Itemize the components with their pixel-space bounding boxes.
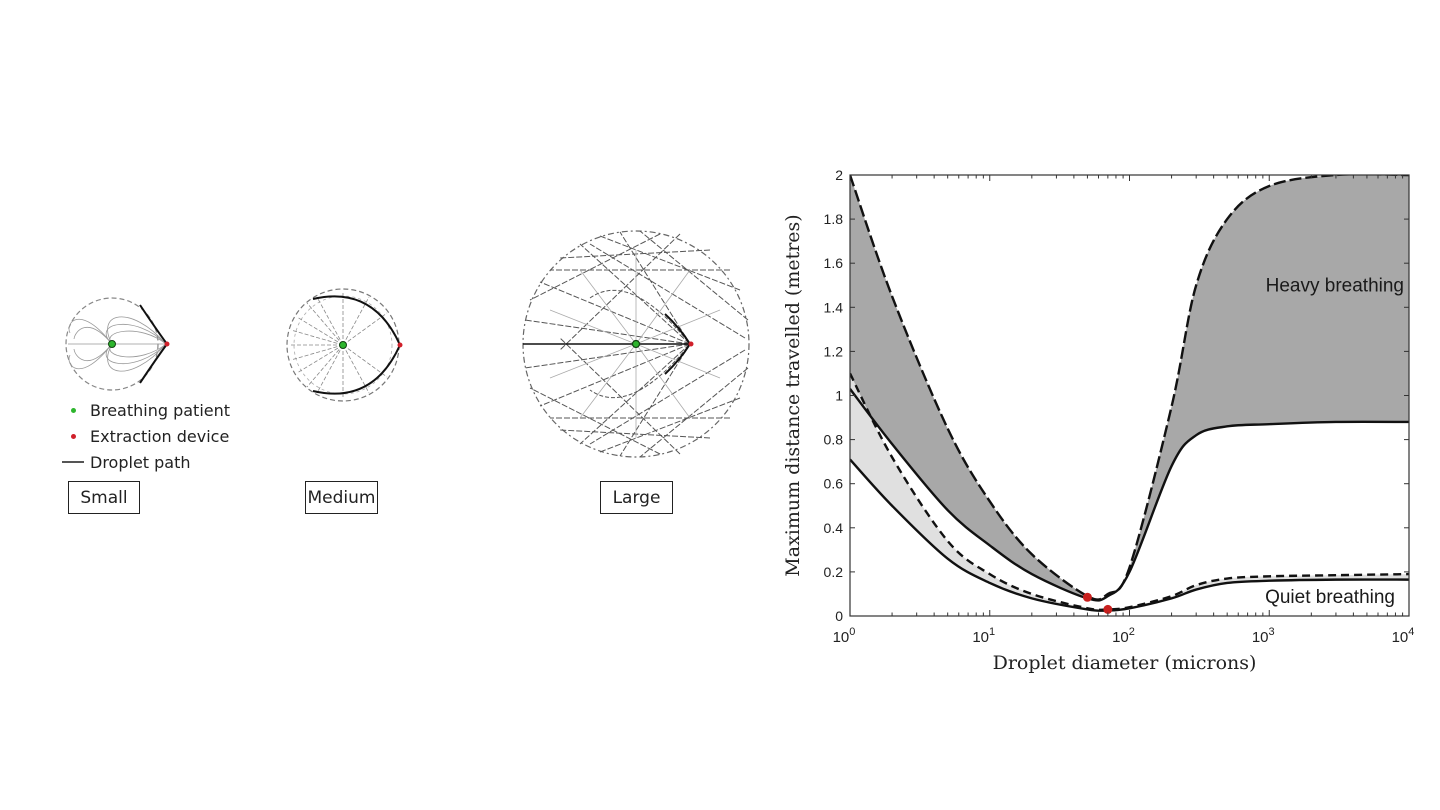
heavy-breathing-annotation: Heavy breathing bbox=[1266, 276, 1404, 297]
legend-label: Droplet path bbox=[90, 452, 191, 472]
legend-item-extraction-device: Extraction device bbox=[56, 423, 230, 449]
medium-room-label: Medium bbox=[305, 481, 378, 514]
y-tick-label: 0.4 bbox=[824, 520, 844, 536]
chart-plot-area: 0 0.2 0.4 0.6 0.8 1 1.2 1.4 1.6 1.8 2 100 101 102 103 1… bbox=[782, 167, 1415, 674]
y-tick-label: 0.6 bbox=[824, 476, 844, 492]
quiet-breathing-annotation: Quiet breathing bbox=[1265, 587, 1395, 608]
minimum-marker bbox=[1082, 592, 1092, 602]
large-room-diagram bbox=[520, 230, 752, 460]
distance-chart: 0 0.2 0.4 0.6 0.8 1 1.2 1.4 1.6 1.8 2 100 101 102 103 1… bbox=[770, 160, 1440, 690]
small-room-diagram bbox=[60, 293, 180, 398]
y-tick-label: 0 bbox=[835, 608, 843, 624]
y-tick-label: 1 bbox=[835, 388, 843, 404]
small-room-label: Small bbox=[68, 481, 140, 514]
legend-label: Extraction device bbox=[90, 426, 230, 446]
line-icon bbox=[62, 461, 84, 463]
series-line bbox=[850, 388, 1409, 602]
y-tick-label: 1.2 bbox=[824, 343, 844, 359]
red-dot-icon bbox=[70, 433, 76, 439]
x-tick-label: 102 bbox=[1112, 626, 1135, 646]
x-tick-label: 100 bbox=[833, 626, 856, 646]
legend-label: Breathing patient bbox=[90, 400, 231, 420]
large-room-label: Large bbox=[600, 481, 673, 514]
large-room-droplet-paths bbox=[522, 230, 750, 458]
medium-room-droplet-paths bbox=[286, 288, 403, 402]
small-room-droplet-paths bbox=[65, 297, 170, 391]
diagram-legend: Breathing patient Extraction device Drop… bbox=[56, 397, 230, 475]
y-tick-label: 1.6 bbox=[824, 255, 844, 271]
series-line bbox=[850, 458, 1409, 612]
y-tick-label: 1.8 bbox=[824, 211, 844, 227]
legend-item-droplet-path: Droplet path bbox=[56, 449, 230, 475]
medium-room-diagram bbox=[283, 285, 408, 405]
series-line bbox=[850, 175, 1409, 601]
y-tick-label: 0.2 bbox=[824, 564, 844, 580]
minimum-marker bbox=[1103, 604, 1113, 614]
green-dot-icon bbox=[70, 407, 76, 413]
y-axis-label: Maximum distance travelled (metres) bbox=[782, 214, 804, 576]
x-tick-label: 104 bbox=[1392, 626, 1415, 646]
legend-item-breathing-patient: Breathing patient bbox=[56, 397, 230, 423]
heavy-breathing-region bbox=[850, 175, 1409, 601]
x-tick-label: 101 bbox=[972, 626, 995, 646]
y-tick-label: 2 bbox=[835, 167, 843, 183]
y-tick-label: 0.8 bbox=[824, 432, 844, 448]
x-axis-label: Droplet diameter (microns) bbox=[993, 652, 1257, 674]
x-tick-label: 103 bbox=[1252, 626, 1275, 646]
y-tick-label: 1.4 bbox=[824, 299, 844, 315]
